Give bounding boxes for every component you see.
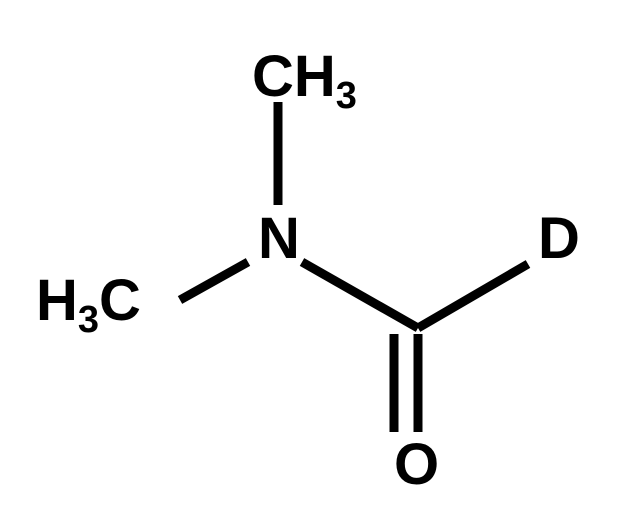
- n-label: N: [258, 206, 300, 271]
- ch3-top-main: CH: [252, 44, 336, 109]
- h3c-left-c: C: [99, 268, 141, 333]
- bond-single: [180, 262, 248, 300]
- bonds-group: [180, 102, 528, 432]
- bond-single: [418, 264, 528, 328]
- o-label: O: [394, 432, 439, 497]
- atom-o: O: [394, 432, 439, 497]
- ch3-top-sub: 3: [336, 75, 357, 117]
- h3c-left-sub: 3: [78, 299, 99, 341]
- atom-d: D: [538, 206, 580, 271]
- atom-n: N: [258, 206, 300, 271]
- h3c-left-h: H: [36, 268, 78, 333]
- molecule-diagram: CH3 H3C N D O: [0, 0, 640, 513]
- atom-h3c-left: H3C: [36, 268, 141, 341]
- atom-ch3-top: CH3: [252, 44, 357, 117]
- bond-single: [302, 262, 418, 328]
- d-label: D: [538, 206, 580, 271]
